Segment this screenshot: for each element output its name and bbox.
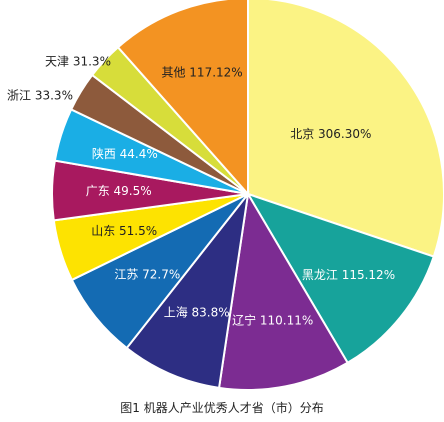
pie-slice-11 bbox=[116, 0, 249, 197]
slices-layer bbox=[51, 0, 444, 391]
labels-layer: 北京 306.30% 黑龙江 115.12% 辽宁 110.11%上海 83.8% 江… bbox=[7, 55, 395, 328]
pie-slice-1 bbox=[247, 0, 444, 258]
slice-label-6: 山东 51.5% bbox=[91, 224, 157, 238]
slice-label-5: 江苏 72.7% bbox=[114, 268, 180, 282]
slice-label-11: 其他 117.12% bbox=[161, 66, 242, 80]
pie-slice-3 bbox=[217, 191, 349, 391]
slice-label-8: 陕西 44.4% bbox=[92, 146, 158, 161]
slice-label-3: 辽宁 110.11% bbox=[232, 313, 313, 328]
pie-slice-2 bbox=[245, 192, 436, 365]
slice-label-9: 浙江 33.3% bbox=[7, 89, 73, 103]
slice-label-10: 天津 31.3% bbox=[45, 55, 111, 69]
slice-label-4: 上海 83.8% bbox=[164, 304, 230, 319]
slice-label-1: 北京 306.30% bbox=[290, 127, 371, 141]
chart-caption: 图1 机器人产业优秀人才省（市）分布 bbox=[120, 401, 324, 415]
pie-slice-4 bbox=[125, 190, 250, 389]
slice-label-2: 黑龙江 115.12% bbox=[302, 268, 395, 282]
slice-label-7: 广东 49.5% bbox=[86, 184, 152, 198]
